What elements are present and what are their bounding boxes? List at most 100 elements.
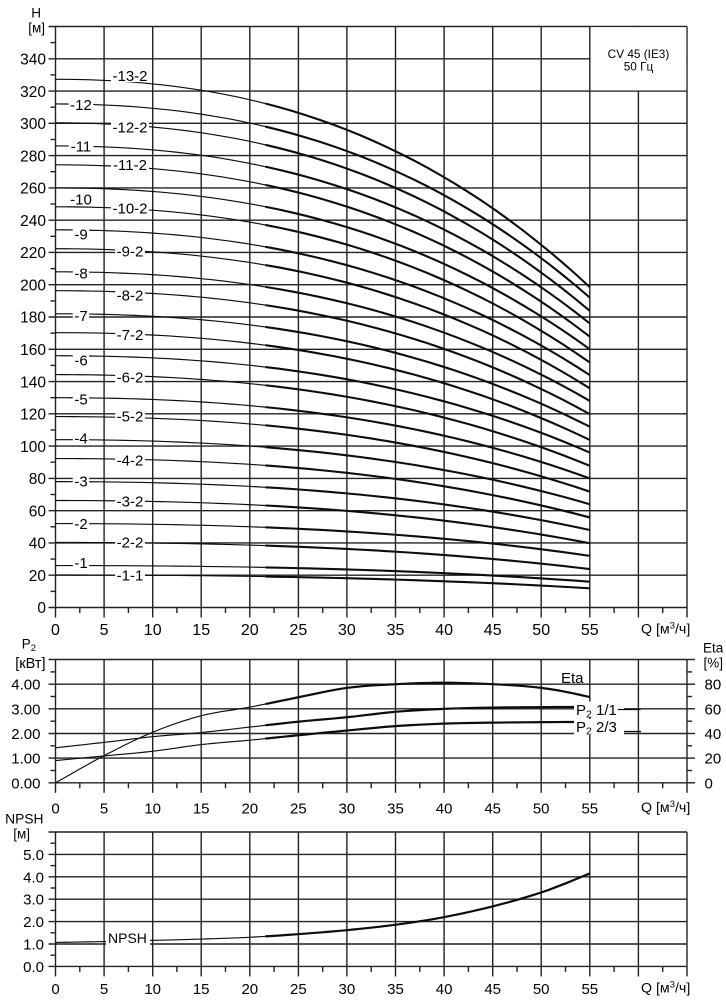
svg-text:-2: -2 (74, 516, 87, 533)
svg-text:CV 45 (IE3): CV 45 (IE3) (608, 47, 670, 61)
svg-text:4.0: 4.0 (23, 869, 44, 886)
svg-text:35: 35 (387, 622, 405, 639)
svg-text:60: 60 (29, 503, 47, 520)
svg-text:-10-2: -10-2 (112, 200, 147, 217)
svg-text:Eta: Eta (561, 670, 584, 687)
svg-text:40: 40 (436, 800, 453, 817)
svg-text:3.00: 3.00 (11, 701, 40, 718)
svg-text:Q [м3/ч]: Q [м3/ч] (641, 980, 690, 997)
svg-text:100: 100 (20, 439, 46, 456)
svg-text:35: 35 (387, 981, 404, 998)
svg-text:-5: -5 (74, 391, 87, 408)
svg-text:P2 1/1: P2 1/1 (576, 702, 617, 721)
svg-text:180: 180 (20, 310, 46, 327)
svg-text:55: 55 (581, 622, 599, 639)
svg-text:Q [м3/ч]: Q [м3/ч] (641, 621, 690, 638)
svg-text:0.0: 0.0 (23, 959, 44, 976)
svg-text:30: 30 (339, 800, 356, 817)
svg-text:140: 140 (20, 374, 46, 391)
svg-text:-7: -7 (74, 308, 87, 325)
svg-text:40: 40 (436, 981, 453, 998)
svg-text:45: 45 (484, 800, 501, 817)
svg-text:-1: -1 (74, 555, 87, 572)
svg-text:1.00: 1.00 (11, 751, 40, 768)
svg-text:0: 0 (37, 600, 46, 617)
svg-text:4.00: 4.00 (11, 677, 40, 694)
svg-text:20: 20 (29, 568, 47, 585)
svg-text:-9-2: -9-2 (117, 243, 144, 260)
svg-text:-5-2: -5-2 (117, 408, 144, 425)
svg-text:30: 30 (338, 622, 356, 639)
svg-text:NPSH: NPSH (5, 812, 43, 827)
svg-text:25: 25 (290, 981, 307, 998)
svg-text:40: 40 (435, 622, 453, 639)
svg-text:H: H (31, 6, 41, 21)
svg-text:300: 300 (20, 116, 46, 133)
svg-text:2.0: 2.0 (23, 914, 44, 931)
svg-text:-12: -12 (70, 97, 92, 114)
svg-text:280: 280 (20, 148, 46, 165)
svg-text:50: 50 (533, 981, 550, 998)
svg-text:-13-2: -13-2 (112, 68, 147, 85)
svg-text:15: 15 (192, 622, 210, 639)
svg-text:25: 25 (290, 622, 308, 639)
svg-text:1.0: 1.0 (23, 937, 44, 954)
svg-text:320: 320 (20, 84, 46, 101)
svg-text:[м]: [м] (28, 21, 45, 36)
svg-text:P2 2/3: P2 2/3 (576, 719, 617, 738)
svg-text:50: 50 (533, 800, 550, 817)
svg-text:-3: -3 (74, 473, 87, 490)
svg-text:260: 260 (20, 181, 46, 198)
svg-text:200: 200 (20, 277, 46, 294)
svg-text:5: 5 (100, 622, 109, 639)
svg-text:240: 240 (20, 213, 46, 230)
svg-text:[%]: [%] (704, 656, 724, 671)
svg-text:15: 15 (193, 981, 210, 998)
svg-text:0: 0 (51, 981, 59, 998)
svg-text:-8: -8 (74, 265, 87, 282)
svg-text:220: 220 (20, 245, 46, 262)
svg-text:60: 60 (705, 701, 722, 718)
svg-text:NPSH: NPSH (108, 930, 147, 946)
svg-text:55: 55 (581, 981, 598, 998)
svg-text:5: 5 (100, 981, 108, 998)
svg-text:55: 55 (581, 800, 598, 817)
svg-text:35: 35 (387, 800, 404, 817)
svg-text:20: 20 (705, 751, 722, 768)
svg-text:10: 10 (144, 622, 162, 639)
svg-text:-10: -10 (70, 191, 92, 208)
svg-text:20: 20 (241, 981, 258, 998)
svg-text:5.0: 5.0 (23, 847, 44, 864)
svg-text:-2-2: -2-2 (117, 534, 144, 551)
svg-text:340: 340 (20, 52, 46, 69)
svg-text:45: 45 (484, 622, 502, 639)
svg-text:40: 40 (29, 536, 47, 553)
svg-text:-12-2: -12-2 (112, 119, 147, 136)
svg-text:15: 15 (193, 800, 210, 817)
svg-text:0: 0 (705, 775, 713, 792)
svg-text:-6-2: -6-2 (117, 369, 144, 386)
svg-text:-6: -6 (74, 352, 87, 369)
svg-text:20: 20 (241, 622, 259, 639)
svg-text:-9: -9 (74, 226, 87, 243)
svg-text:20: 20 (241, 800, 258, 817)
svg-text:80: 80 (29, 471, 47, 488)
svg-text:0: 0 (51, 800, 59, 817)
svg-text:160: 160 (20, 342, 46, 359)
svg-text:-4-2: -4-2 (117, 452, 144, 469)
svg-text:120: 120 (20, 407, 46, 424)
svg-text:50 Гц: 50 Гц (624, 59, 654, 73)
svg-text:-11: -11 (71, 138, 92, 155)
svg-text:10: 10 (144, 981, 161, 998)
svg-text:45: 45 (484, 981, 501, 998)
svg-text:-4: -4 (74, 430, 87, 447)
svg-text:30: 30 (339, 981, 356, 998)
svg-text:-8-2: -8-2 (117, 287, 144, 304)
svg-text:0.00: 0.00 (11, 775, 40, 792)
svg-text:2.00: 2.00 (11, 726, 40, 743)
svg-text:10: 10 (144, 800, 161, 817)
svg-text:80: 80 (705, 677, 722, 694)
svg-text:[м]: [м] (13, 827, 30, 842)
svg-text:0: 0 (51, 622, 60, 639)
svg-text:Q [м3/ч]: Q [м3/ч] (641, 799, 690, 816)
